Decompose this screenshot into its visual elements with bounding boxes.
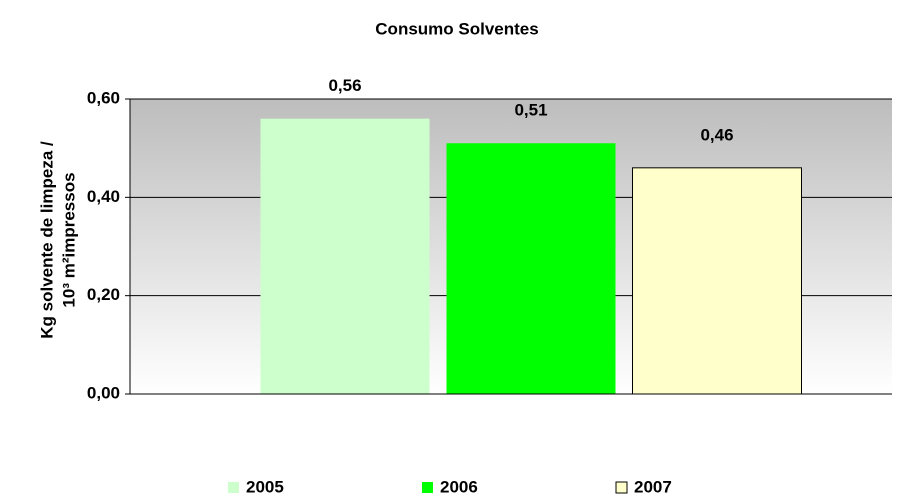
- y-axis-label: Kg solvente de limpeza /: [37, 141, 56, 339]
- legend-swatch: [615, 481, 628, 494]
- data-label: 0,56: [328, 76, 361, 95]
- bar: [632, 167, 802, 395]
- bar: [446, 143, 616, 394]
- y-axis-label: 10³ m²impressos: [59, 172, 78, 307]
- legend-label: 2007: [634, 477, 672, 496]
- y-tick-label: 0,20: [87, 285, 120, 304]
- data-label: 0,46: [700, 125, 733, 144]
- legend-swatch: [228, 482, 239, 493]
- y-tick-label: 0,40: [87, 187, 120, 206]
- data-label: 0,51: [514, 101, 547, 120]
- chart-title: Consumo Solventes: [375, 19, 538, 38]
- bar: [260, 118, 430, 395]
- legend-label: 2005: [246, 477, 284, 496]
- legend-swatch: [422, 482, 433, 493]
- legend-label: 2006: [440, 477, 478, 496]
- y-tick-label: 0,00: [87, 383, 120, 402]
- y-tick-label: 0,60: [87, 88, 120, 107]
